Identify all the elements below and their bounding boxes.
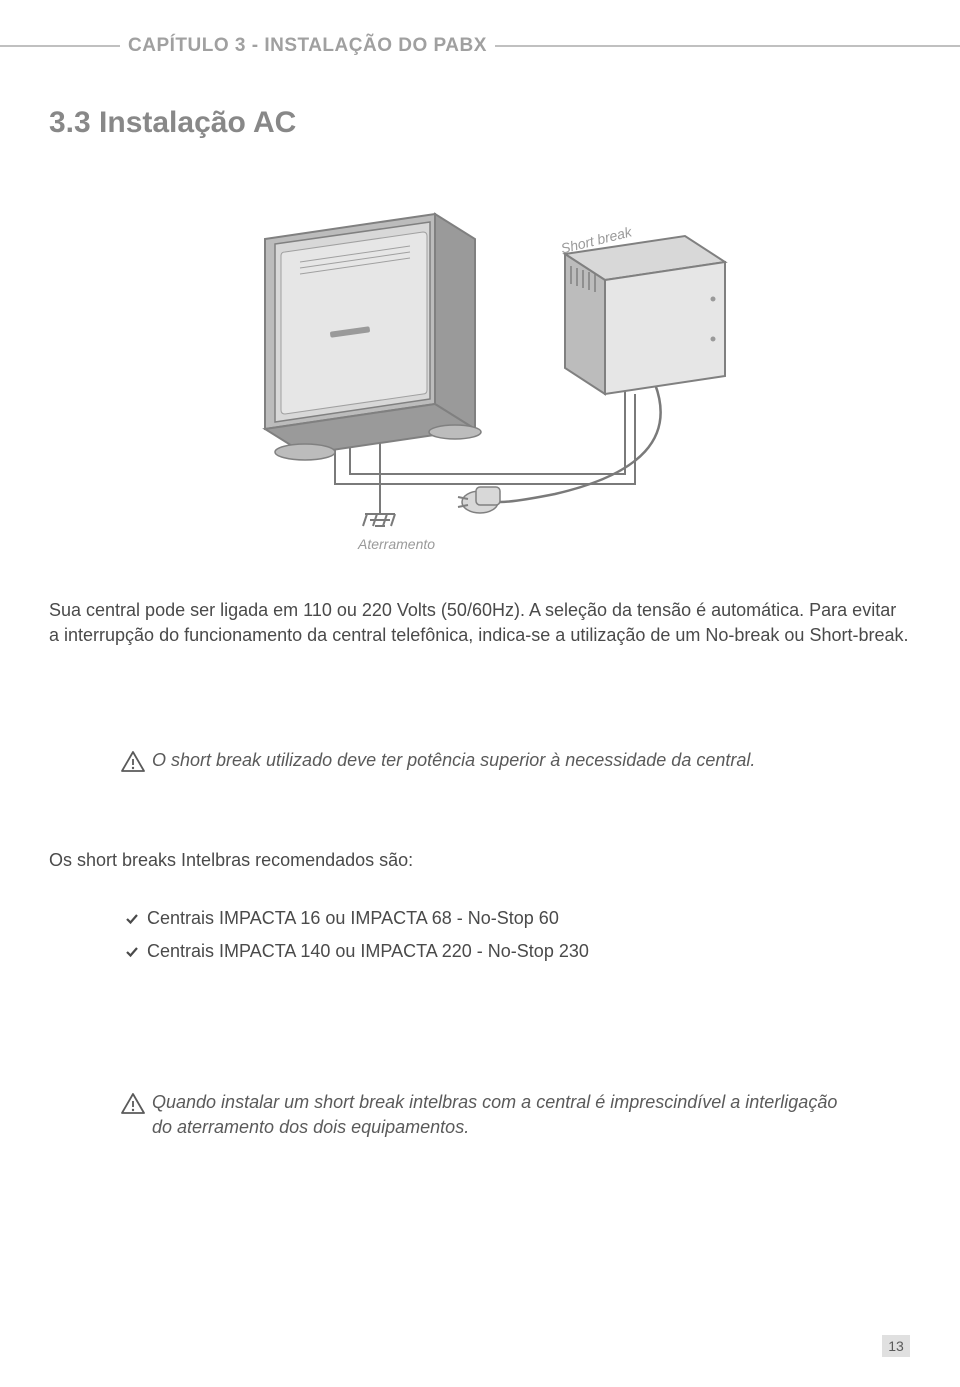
pabx-device (265, 214, 481, 460)
check-icon (125, 912, 139, 926)
warning-1: O short break utilizado deve ter potênci… (120, 748, 860, 774)
check-icon (125, 945, 139, 959)
warning-1-text: O short break utilizado deve ter potênci… (152, 748, 755, 773)
list-item-text: Centrais IMPACTA 140 ou IMPACTA 220 - No… (147, 941, 589, 962)
warning-icon (120, 750, 146, 774)
warning-2: Quando instalar um short break intelbras… (120, 1090, 860, 1140)
section-title: 3.3 Instalação AC (49, 106, 296, 140)
short-break-device (565, 236, 725, 394)
list-item-text: Centrais IMPACTA 16 ou IMPACTA 68 - No-S… (147, 908, 559, 929)
paragraph-1: Sua central pode ser ligada em 110 ou 22… (49, 598, 911, 648)
installation-diagram (205, 184, 755, 554)
warning-2-text: Quando instalar um short break intelbras… (152, 1090, 860, 1140)
header-rule-left (0, 45, 120, 47)
diagram-svg (205, 184, 755, 554)
recommendations-list: Centrais IMPACTA 16 ou IMPACTA 68 - No-S… (125, 908, 589, 974)
list-item: Centrais IMPACTA 16 ou IMPACTA 68 - No-S… (125, 908, 589, 929)
chapter-header: CAPÍTULO 3 - INSTALAÇÃO DO PABX (0, 36, 960, 56)
chapter-title: CAPÍTULO 3 - INSTALAÇÃO DO PABX (120, 35, 495, 57)
list-intro: Os short breaks Intelbras recomendados s… (49, 850, 413, 871)
header-rule-right (495, 45, 960, 47)
ground-label: Aterramento (358, 536, 435, 552)
warning-icon (120, 1092, 146, 1116)
page-number: 13 (882, 1335, 910, 1357)
list-item: Centrais IMPACTA 140 ou IMPACTA 220 - No… (125, 941, 589, 962)
